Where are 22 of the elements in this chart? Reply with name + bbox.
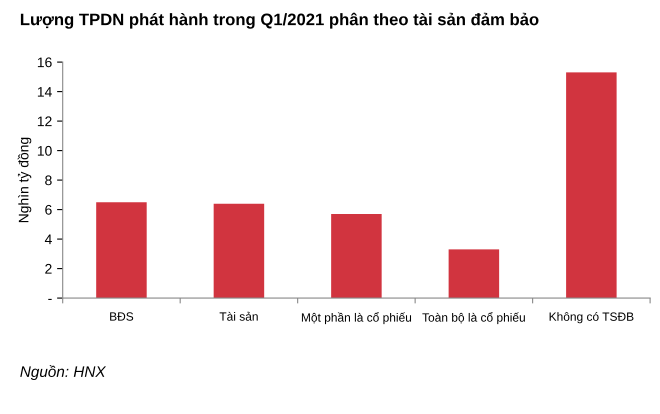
bar xyxy=(331,214,382,298)
x-tick-label: Toàn bộ là cổ phiếu xyxy=(422,312,525,324)
bar xyxy=(214,204,264,298)
bar xyxy=(566,72,617,298)
y-tick-label: - xyxy=(48,298,52,300)
y-tick-label: 6 xyxy=(45,204,52,215)
x-tick-label: Không có TSĐB xyxy=(550,312,634,324)
chart-title: Lượng TPDN phát hành trong Q1/2021 phân theo tài sản đảm bảo xyxy=(20,12,538,29)
x-tick-label: BĐS xyxy=(110,312,134,321)
y-tick-label: 4 xyxy=(44,234,52,244)
text: Nguồn: HNX xyxy=(20,365,106,380)
bar xyxy=(96,202,147,298)
y-tick-label: 14 xyxy=(38,87,52,97)
bar xyxy=(448,249,500,298)
y-tick-label: 12 xyxy=(38,116,52,126)
y-axis-title: Nghìn tỷ đồng xyxy=(18,138,32,222)
x-tick-label: Một phần là cổ phiếu xyxy=(302,312,412,324)
y-tick-label: 16 xyxy=(38,57,52,68)
y-tick-label: 8 xyxy=(45,175,52,186)
y-tick-label: 2 xyxy=(45,264,52,274)
y-tick-label: 10 xyxy=(38,146,52,156)
x-tick-label: Tài sản xyxy=(220,312,258,321)
